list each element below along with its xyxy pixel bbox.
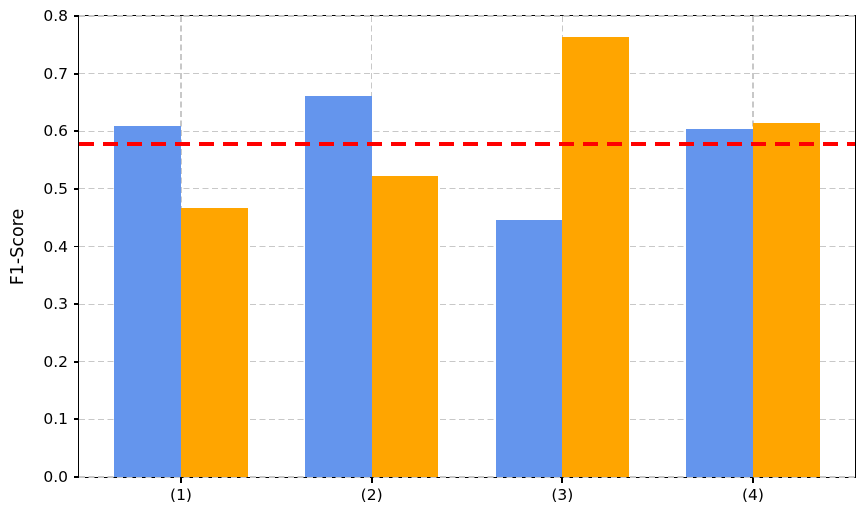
y-tick-label: 0.7 <box>43 64 68 83</box>
bar-series-orange-(3) <box>562 36 630 477</box>
y-tick-label: 0.4 <box>43 237 68 256</box>
gridline-horizontal <box>79 15 855 17</box>
bar-series-blue-(1) <box>114 126 181 477</box>
bar-series-blue-(2) <box>304 95 372 477</box>
gridline-vertical <box>561 16 563 477</box>
x-tick-label: (1) <box>170 486 192 504</box>
y-tick-mark <box>74 303 79 306</box>
gridline-horizontal <box>79 130 855 132</box>
y-tick-mark <box>74 15 79 17</box>
gridline-horizontal <box>79 418 855 420</box>
bar-series-orange-(1) <box>181 208 248 477</box>
y-tick-label: 0.8 <box>43 7 68 25</box>
y-tick-mark <box>74 360 79 363</box>
plot-area <box>78 15 856 478</box>
y-tick-mark <box>74 72 79 75</box>
y-tick-label: 0.3 <box>43 295 68 314</box>
x-tick-mark <box>370 478 373 483</box>
gridline-horizontal <box>79 188 855 190</box>
gridline-horizontal <box>79 73 855 75</box>
x-tick-mark <box>180 478 182 483</box>
x-tick-label: (3) <box>551 486 574 504</box>
y-tick-mark <box>74 418 79 421</box>
x-tick-mark <box>561 478 564 483</box>
y-tick-mark <box>74 245 79 248</box>
bar-series-orange-(2) <box>371 176 439 477</box>
gridline-horizontal <box>79 303 855 305</box>
y-tick-label: 0.1 <box>43 410 68 429</box>
bar-series-blue-(3) <box>495 220 563 477</box>
x-tick-mark <box>752 478 754 483</box>
x-tick-label: (2) <box>360 486 383 504</box>
y-tick-label: 0.2 <box>43 352 68 371</box>
gridline-horizontal <box>79 361 855 363</box>
bar-series-blue-(4) <box>686 128 753 477</box>
gridline-horizontal <box>79 245 855 248</box>
y-tick-mark <box>74 130 79 133</box>
x-tick-label: (4) <box>742 486 764 504</box>
y-tick-label: 0.0 <box>43 468 68 486</box>
y-tick-label: 0.5 <box>43 179 68 198</box>
y-tick-mark <box>74 476 79 478</box>
gridline-horizontal <box>79 476 855 478</box>
reference-line <box>79 142 855 146</box>
y-tick-label: 0.6 <box>43 122 68 141</box>
y-tick-mark <box>74 187 79 190</box>
gridline-vertical <box>180 16 182 477</box>
bar-series-orange-(4) <box>752 122 820 477</box>
